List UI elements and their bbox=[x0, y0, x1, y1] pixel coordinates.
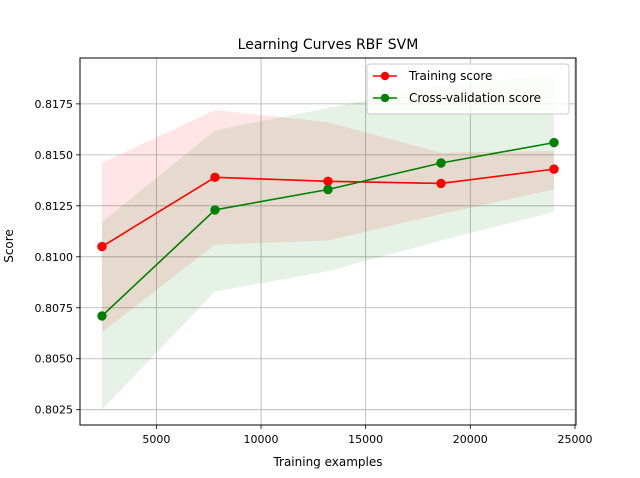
series-1-point bbox=[323, 184, 333, 195]
series-0-point bbox=[436, 178, 446, 189]
legend-marker bbox=[380, 71, 390, 81]
series-0-point bbox=[323, 176, 333, 187]
series-1-band bbox=[101, 75, 555, 410]
series-0-point bbox=[97, 241, 107, 252]
y-tick-label: 0.8125 bbox=[35, 200, 74, 213]
y-axis-label: Score bbox=[2, 229, 16, 263]
y-tick-label: 0.8100 bbox=[35, 251, 74, 264]
legend-marker bbox=[380, 93, 390, 103]
x-tick-label: 15000 bbox=[348, 433, 383, 446]
y-tick-label: 0.8175 bbox=[35, 98, 74, 111]
y-tick-label: 0.8050 bbox=[35, 353, 74, 366]
y-tick-label: 0.8150 bbox=[35, 149, 74, 162]
legend-label: Cross-validation score bbox=[409, 91, 541, 105]
y-tick-label: 0.8025 bbox=[35, 404, 74, 417]
series-0-point bbox=[549, 164, 559, 174]
series-1-point bbox=[436, 158, 446, 168]
series-1-point bbox=[210, 205, 220, 215]
y-axis-ticks: 0.8025 0.8050 0.8075 0.8100 0.8125 0.8150 0.81… bbox=[35, 98, 80, 417]
legend: Training score Cross-validation score bbox=[366, 63, 570, 115]
x-axis-label: Training examples bbox=[272, 455, 382, 469]
x-tick-label: 20000 bbox=[453, 433, 488, 446]
series-0-point bbox=[210, 172, 220, 182]
series-1-point bbox=[549, 137, 559, 148]
chart-title: Learning Curves RBF SVM bbox=[238, 37, 419, 53]
series-1-point bbox=[97, 311, 107, 321]
legend-box bbox=[366, 63, 570, 115]
y-tick-label: 0.8075 bbox=[35, 302, 74, 315]
legend-label: Training score bbox=[408, 69, 492, 83]
x-tick-label: 25000 bbox=[557, 433, 592, 446]
grid-lines bbox=[80, 58, 576, 425]
plot-frame bbox=[79, 57, 577, 426]
series-points bbox=[97, 137, 559, 321]
confidence-bands bbox=[101, 75, 555, 410]
x-axis-ticks: 5000 10000 15000 20000 25000 bbox=[142, 425, 592, 446]
x-tick-label: 5000 bbox=[142, 433, 170, 446]
x-tick-label: 10000 bbox=[244, 433, 279, 446]
